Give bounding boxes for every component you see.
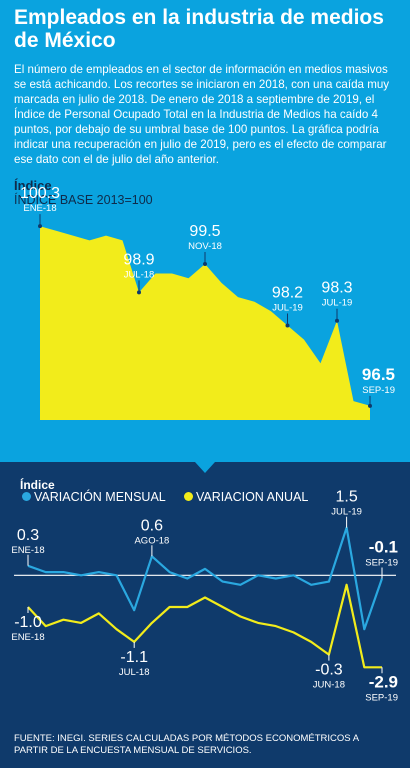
intro-paragraph: El número de empleados en el sector de i… xyxy=(14,63,390,166)
area-date-label-10: NOV-18 xyxy=(188,241,222,252)
line-date-label-1-6: JUL-18 xyxy=(119,667,150,678)
area-point-20 xyxy=(368,403,372,408)
line-date-label-0-7: AGO-18 xyxy=(134,535,169,546)
chart2-title: Índice xyxy=(20,478,55,492)
legend-monthly-dot xyxy=(22,492,31,501)
panel-notch xyxy=(195,462,215,473)
line-value-label-0-20: -0.1 xyxy=(369,537,398,556)
legend-annual: VARIACION ANUAL xyxy=(184,490,308,504)
line-value-label-1-6: -1.1 xyxy=(120,649,148,666)
legend-monthly: VARIACIÓN MENSUAL xyxy=(22,490,166,504)
line-value-label-0-18: 1.5 xyxy=(335,489,357,506)
area-date-label-0: ENE-18 xyxy=(23,203,56,214)
legend-monthly-label: VARIACIÓN MENSUAL xyxy=(34,490,166,504)
line-date-label-1-20: SEP-19 xyxy=(365,692,398,703)
area-value-label-0: 100.3 xyxy=(20,185,60,202)
line-value-label-0-0: 0.3 xyxy=(17,527,39,544)
source-note: FUENTE: INEGI. SERIES CALCULADAS POR MÉT… xyxy=(14,733,359,756)
area-point-10 xyxy=(203,262,207,266)
area-value-label-18: 98.3 xyxy=(321,280,352,297)
line-value-label-1-20: -2.9 xyxy=(369,672,398,691)
line-date-label-0-0: ENE-18 xyxy=(11,545,44,556)
area-value-label-6: 98.9 xyxy=(123,251,154,268)
area-series xyxy=(40,226,370,420)
legend-annual-label: VARIACION ANUAL xyxy=(196,490,309,504)
line-date-label-0-20: SEP-19 xyxy=(365,557,398,568)
area-point-18 xyxy=(335,318,339,323)
area-date-label-20: SEP-19 xyxy=(362,385,395,396)
line-series-monthly xyxy=(27,526,384,631)
line-value-label-1-0: -1.0 xyxy=(14,614,42,631)
line-value-label-0-7: 0.6 xyxy=(141,517,163,534)
area-point-0 xyxy=(38,224,42,229)
line-series-annual xyxy=(27,583,382,669)
line-date-label-1-17: JUN-18 xyxy=(313,680,345,691)
legend-annual-dot xyxy=(184,492,193,501)
line-date-label-1-0: ENE-18 xyxy=(11,632,44,643)
chart1-title: Índice xyxy=(14,178,52,193)
line-date-label-0-18: JUL-19 xyxy=(331,507,362,518)
area-point-6 xyxy=(137,290,141,295)
area-date-label-15: JUL-19 xyxy=(272,302,303,313)
area-point-15 xyxy=(285,323,290,328)
line-value-label-1-17: -0.3 xyxy=(315,662,343,679)
area-value-label-20: 96.5 xyxy=(362,365,395,384)
area-value-label-15: 98.2 xyxy=(272,284,303,301)
area-value-label-10: 99.5 xyxy=(189,223,220,240)
page-title: Empleados en la industria de medios de M… xyxy=(14,6,384,52)
area-date-label-18: JUL-19 xyxy=(322,298,353,309)
bottom-panel xyxy=(0,462,410,768)
chart1-subtitle: ÍNDICE BASE 2013=100 xyxy=(14,193,153,207)
area-date-label-6: JUL-18 xyxy=(124,269,155,280)
